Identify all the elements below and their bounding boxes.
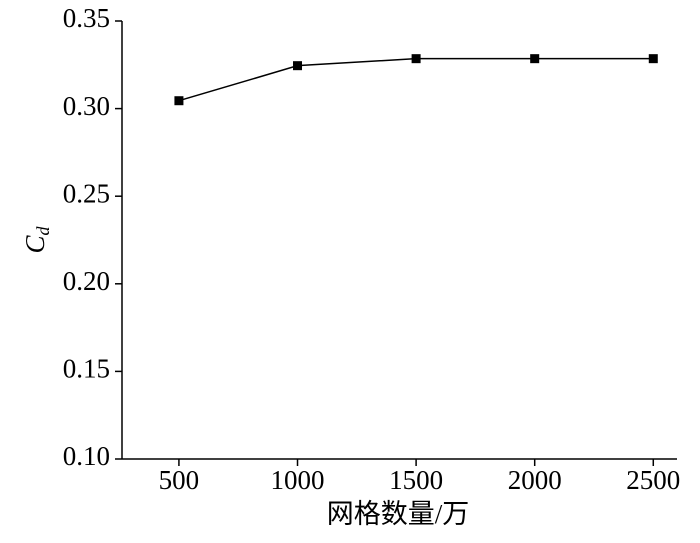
y-tick-label: 0.10 — [63, 441, 110, 471]
x-tick-label: 1500 — [389, 465, 443, 495]
marker — [648, 54, 658, 64]
y-tick-label: 0.30 — [63, 91, 110, 121]
marker — [530, 54, 540, 64]
y-label-c: C — [20, 235, 50, 254]
y-tick-label: 0.25 — [63, 178, 110, 208]
x-axis-label: 网格数量/万 — [327, 499, 470, 529]
y-tick-label: 0.15 — [63, 354, 110, 384]
x-tick-label: 2500 — [626, 465, 680, 495]
y-axis-label-main: Cd — [20, 225, 53, 253]
y-tick-label: 0.20 — [63, 266, 110, 296]
marker — [174, 96, 184, 106]
marker — [293, 61, 303, 71]
y-tick-label: 0.35 — [63, 3, 110, 33]
x-tick-label: 500 — [159, 465, 200, 495]
x-tick-label: 2000 — [508, 465, 562, 495]
x-tick-label: 1000 — [271, 465, 325, 495]
marker — [411, 54, 421, 64]
line — [178, 57, 654, 102]
y-label-sub: d — [33, 225, 53, 235]
y-axis-label: Cd — [20, 225, 53, 253]
